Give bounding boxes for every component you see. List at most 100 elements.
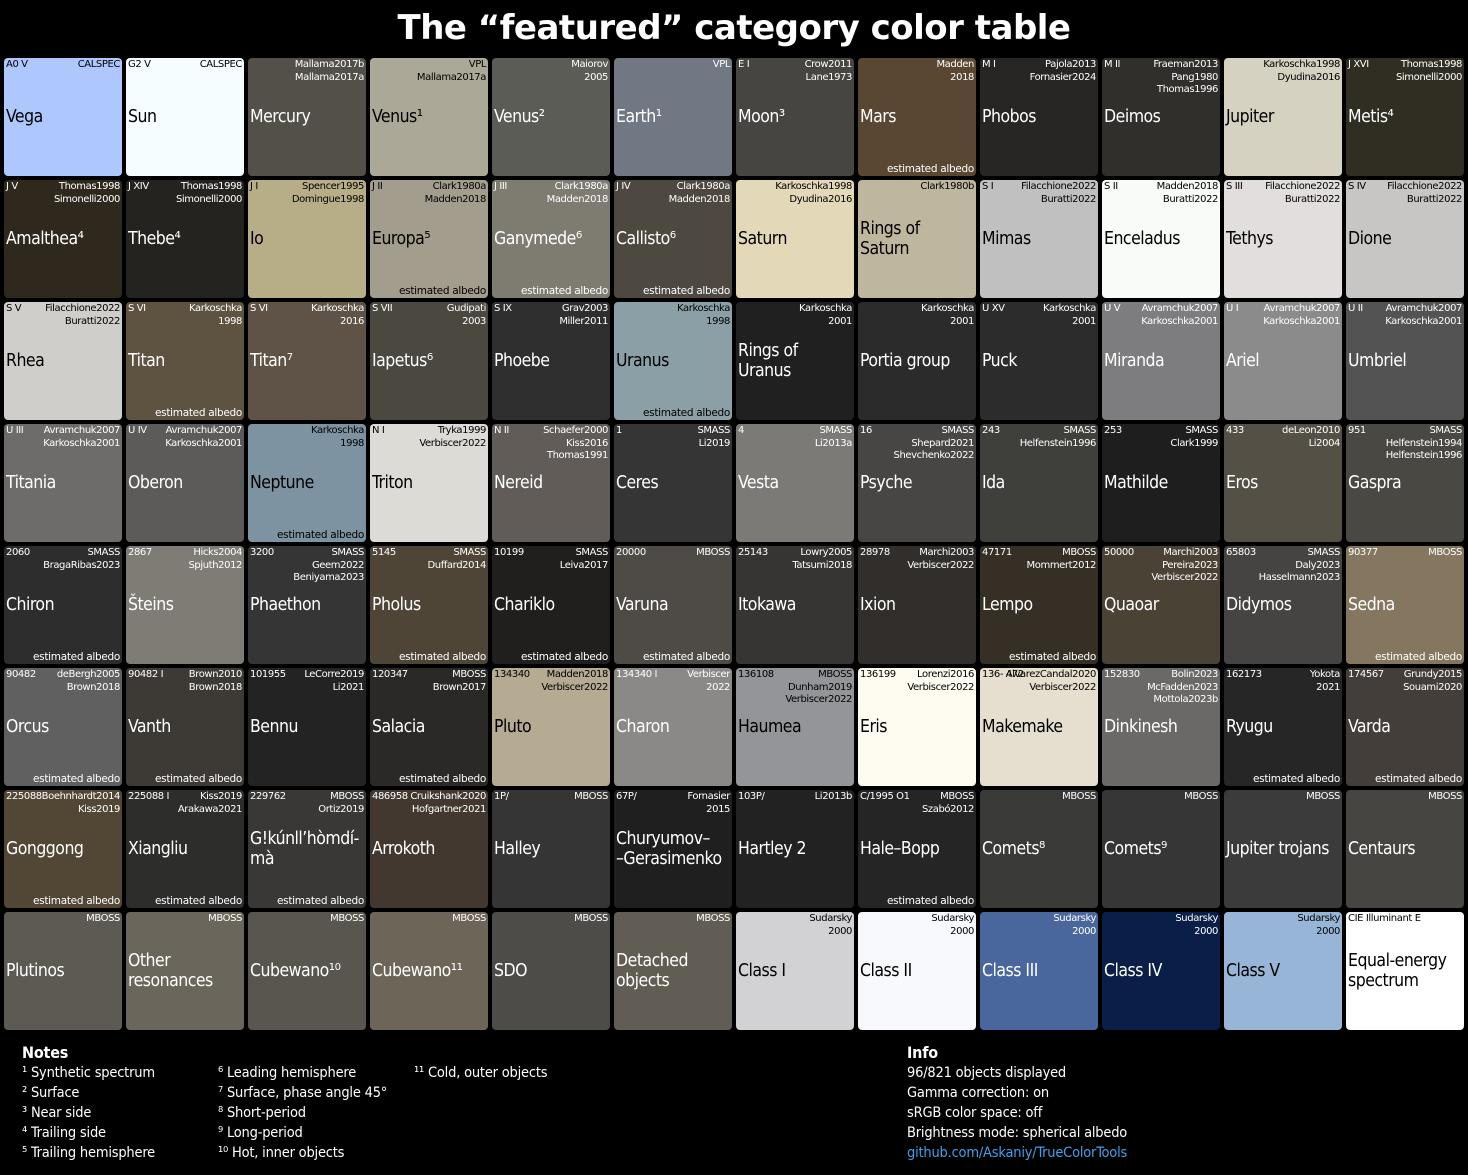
tile-name: Moon³ <box>738 107 785 127</box>
color-tile-uranus: Karkoschka 1998 Uranus estimated albedo <box>614 302 732 420</box>
tile-reference: MBOSS <box>452 913 486 924</box>
tile-name: Pluto <box>494 717 532 737</box>
tile-name: Vega <box>6 107 43 127</box>
info-brightness-mode: Brightness mode: spherical albedo <box>907 1125 1128 1141</box>
color-tile-titan: S VI Karkoschka 1998 Titan estimated albedo <box>126 302 244 420</box>
tile-name: Ganymede⁶ <box>494 229 582 249</box>
tile-reference: Boehnhardt2014 Kiss2019 <box>41 791 121 815</box>
color-table-grid: A0 V CALSPEC Vega G2 V CALSPEC Sun Mallama2017… <box>4 58 1464 1030</box>
tile-albedo-note: estimated albedo <box>643 407 730 419</box>
color-tile-quaoar: 50000 Marchi2003 Pereira2023 Verbiscer202… <box>1102 546 1220 664</box>
tile-reference: Madden 2018 <box>936 59 974 83</box>
color-tile-thebe: J XIV Thomas1998 Simonelli2000 Thebe⁴ <box>126 180 244 298</box>
tile-reference: Marchi2003 Verbiscer2022 <box>907 547 974 571</box>
tile-name: Cubewano¹⁰ <box>250 961 341 981</box>
color-tile-metis: J XVI Thomas1998 Simonelli2000 Metis⁴ <box>1346 58 1464 176</box>
tile-reference: Filacchione2022 Buratti2022 <box>1387 181 1462 205</box>
tile-name: Ida <box>982 473 1005 493</box>
tile-name: Salacia <box>372 717 425 737</box>
tile-reference: Lowry2005 Tatsumi2018 <box>792 547 852 571</box>
tile-class-label: 5145 <box>372 547 396 558</box>
color-tile-earth: VPL Earth¹ <box>614 58 732 176</box>
notes-column-2: ⁶ Leading hemisphere ⁷ Surface, phase an… <box>218 1063 387 1163</box>
color-tile-sedna: 90377 MBOSS Sedna estimated albedo <box>1346 546 1464 664</box>
tile-name: Venus¹ <box>372 107 423 127</box>
tile-class-label: 2060 <box>6 547 30 558</box>
tile-name: Mathilde <box>1104 473 1168 493</box>
color-tile-jupiter-trojans: MBOSS Jupiter trojans <box>1224 790 1342 908</box>
tile-reference: deLeon2010 Li2004 <box>1282 425 1340 449</box>
repo-link[interactable]: github.com/Askaniy/TrueColorTools <box>907 1145 1128 1161</box>
tile-reference: Clark1980a Madden2018 <box>424 181 487 205</box>
tile-reference: MBOSS Szabó2012 <box>921 791 974 815</box>
color-tile-hartley-2: 103P/Li2013b Hartley 2 <box>736 790 854 908</box>
tile-name: Mercury <box>250 107 311 127</box>
color-tile-haumea: 136108 MBOSS Dunham2019 Verbiscer2022 Haum… <box>736 668 854 786</box>
tile-name: Dione <box>1348 229 1392 249</box>
tile-class-label: J IV <box>616 181 631 192</box>
color-tile-rings-of-saturn: Clark1980b Rings of Saturn <box>858 180 976 298</box>
color-tile-mimas: S I Filacchione2022 Buratti2022 Mimas <box>980 180 1098 298</box>
tile-reference: Clark1980a Madden2018 <box>546 181 609 205</box>
color-tile-mercury: Mallama2017b Mallama2017a Mercury <box>248 58 366 176</box>
tile-class-label: 162173 <box>1226 669 1262 680</box>
tile-name: Vesta <box>738 473 779 493</box>
tile-name: Makemake <box>982 717 1063 737</box>
color-tile-amalthea: J V Thomas1998 Simonelli2000 Amalthea⁴ <box>4 180 122 298</box>
tile-class-label: 28978 <box>860 547 890 558</box>
tile-name: Rings of Saturn <box>860 219 920 259</box>
tile-reference: Fornasier 2015 <box>687 791 730 815</box>
color-tile-deimos: M II Fraeman2013 Pang1980 Thomas1996 Deimo… <box>1102 58 1220 176</box>
tile-class-label: 90377 <box>1348 547 1378 558</box>
color-tile-nereid: N II Schaefer2000 Kiss2016 Thomas1991 Nere… <box>492 424 610 542</box>
tile-albedo-note: estimated albedo <box>277 895 364 907</box>
tile-reference: Clark1980b <box>920 181 974 192</box>
tile-name: Umbriel <box>1348 351 1407 371</box>
tile-class-label: 134340 <box>494 669 530 680</box>
tile-reference: Fraeman2013 Pang1980 Thomas1996 <box>1153 59 1218 95</box>
color-tile-venus: VPL Mallama2017a Venus¹ <box>370 58 488 176</box>
color-tile-centaurs: MBOSS Centaurs <box>1346 790 1464 908</box>
color-tile-itokawa: 25143 Lowry2005 Tatsumi2018 Itokawa <box>736 546 854 664</box>
color-tile-other-resonances: MBOSS Other resonances <box>126 912 244 1030</box>
notes-column-1: Notes ¹ Synthetic spectrum ² Surface ³ N… <box>22 1043 155 1163</box>
tile-reference: Pajola2013 Fornasier2024 <box>1029 59 1097 83</box>
tile-reference: Kiss2019 Arakawa2021 <box>177 791 243 815</box>
color-tile-chariklo: 10199 SMASS Leiva2017 Chariklo estimated al… <box>492 546 610 664</box>
tile-name: Rhea <box>6 351 45 371</box>
color-tile-s-teins: 2867 Hicks2004 Spjuth2012 Šteins <box>126 546 244 664</box>
tile-reference: CALSPEC <box>199 59 243 70</box>
tile-name: Class I <box>738 961 786 981</box>
tile-reference: Karkoschka 1998 <box>189 303 242 327</box>
color-tile-halley: 1P/MBOSS Halley <box>492 790 610 908</box>
tile-name: Halley <box>494 839 541 859</box>
tile-class-label: U V <box>1104 303 1121 314</box>
tile-albedo-note: estimated albedo <box>643 651 730 663</box>
tile-class-label: 101955 <box>250 669 286 680</box>
tile-albedo-note: estimated albedo <box>277 529 364 541</box>
color-tile-io: J I Spencer1995 Domingue1998 Io <box>248 180 366 298</box>
color-tile-class-i: Sudarsky 2000 Class I <box>736 912 854 1030</box>
color-tile-ida: 243 SMASS Helfenstein1996 Ida <box>980 424 1098 542</box>
tile-reference: Avramchuk2007 Karkoschka2001 <box>43 425 120 449</box>
tile-name: Detached objects <box>616 951 688 991</box>
tile-reference: Crow2011 Lane1973 <box>804 59 853 83</box>
tile-reference: Bolin2023 McFadden2023 Mottola2023b <box>1147 669 1218 705</box>
color-tile-class-ii: Sudarsky 2000 Class II <box>858 912 976 1030</box>
tile-name: Didymos <box>1226 595 1292 615</box>
note-1: ¹ Synthetic spectrum <box>22 1065 155 1081</box>
tile-name: Dinkinesh <box>1104 717 1178 737</box>
tile-name: Uranus <box>616 351 669 371</box>
color-tile-equal-energy-spectrum: CIE Illuminant E Equal-energy spectrum <box>1346 912 1464 1030</box>
tile-albedo-note: estimated albedo <box>1375 773 1462 785</box>
color-tile-varuna: 20000 MBOSS Varuna estimated albedo <box>614 546 732 664</box>
color-tile-titan: S VI Karkoschka 2016 Titan⁷ <box>248 302 366 420</box>
tile-name: Chariklo <box>494 595 555 615</box>
tile-name: Oberon <box>128 473 183 493</box>
color-tile-titania: U III Avramchuk2007 Karkoschka2001 Titania <box>4 424 122 542</box>
color-tile-comets: MBOSS Comets⁹ <box>1102 790 1220 908</box>
tile-class-label: U II <box>1348 303 1363 314</box>
color-tile-salacia: 120347 MBOSS Brown2017 Salacia estimated al… <box>370 668 488 786</box>
tile-name: Ceres <box>616 473 659 493</box>
tile-class-label: U XV <box>982 303 1005 314</box>
